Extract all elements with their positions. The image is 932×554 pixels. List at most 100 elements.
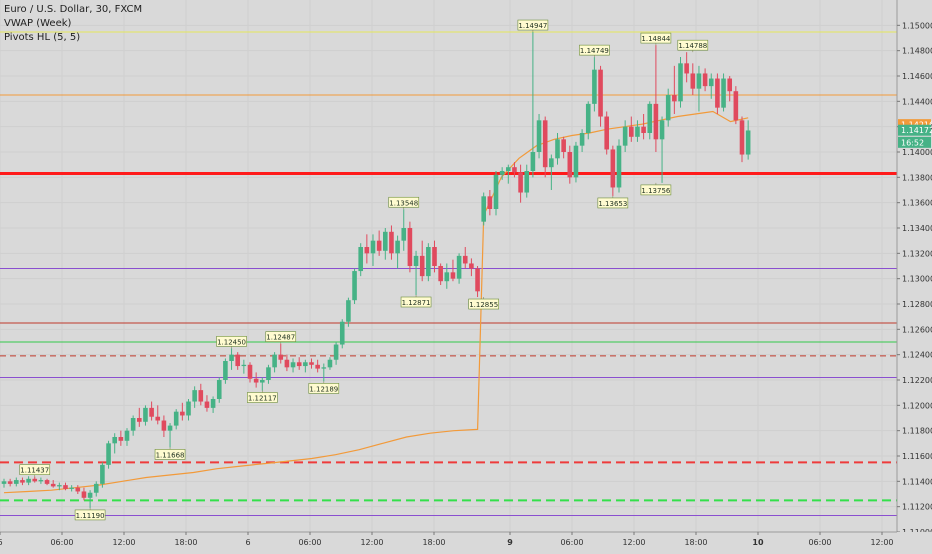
time-tick-label: 12:00 xyxy=(112,538,135,547)
candle xyxy=(376,230,382,256)
candle-body xyxy=(235,354,240,367)
candle-body xyxy=(100,464,105,484)
candle-body xyxy=(284,359,290,368)
candle-body xyxy=(690,73,696,89)
candle xyxy=(50,480,56,488)
candle xyxy=(106,440,111,469)
pivot-label: 1.14749 xyxy=(579,44,610,58)
candle xyxy=(112,433,117,454)
candle-body xyxy=(702,73,708,87)
candle-body xyxy=(579,133,585,146)
candle-body xyxy=(44,480,50,484)
candle-body xyxy=(346,300,351,322)
candle-body xyxy=(383,231,388,251)
time-tick-label: 6 xyxy=(0,538,3,547)
candle xyxy=(192,386,197,408)
candle-body xyxy=(493,174,499,209)
candle xyxy=(389,225,394,260)
candle xyxy=(598,65,603,127)
candle xyxy=(38,477,44,484)
candle-body xyxy=(456,255,462,279)
candle-body xyxy=(223,361,228,380)
candle xyxy=(161,415,167,437)
candle-body xyxy=(229,354,234,361)
pivot-label: 1.12189 xyxy=(308,381,340,394)
candle-body xyxy=(253,378,259,383)
pivot-label-box xyxy=(400,296,432,308)
candle xyxy=(1,478,7,488)
price-tick-label: 1.14600 xyxy=(902,72,932,81)
candle-body xyxy=(487,196,493,209)
candle xyxy=(672,65,677,114)
price-tick-label: 1.12000 xyxy=(902,401,932,410)
candle xyxy=(426,243,431,282)
time-tick-label: 10 xyxy=(752,538,764,547)
candle xyxy=(339,319,345,349)
candle xyxy=(401,209,407,251)
candle-body xyxy=(438,266,443,282)
candle xyxy=(518,164,523,203)
candle xyxy=(204,395,210,412)
candle-body xyxy=(462,255,468,264)
candle xyxy=(616,139,622,193)
candle-body xyxy=(303,362,308,367)
time-axis xyxy=(0,532,932,550)
pivot-label-text: 1.12871 xyxy=(402,299,431,307)
pivot-label-text: 1.12189 xyxy=(309,385,338,393)
candle-body xyxy=(352,271,357,301)
candle xyxy=(395,235,400,269)
price-tick-label: 1.11400 xyxy=(902,477,932,486)
pivot-label: 1.12450 xyxy=(216,336,247,349)
pivot-label: 1.13548 xyxy=(388,196,420,210)
pivot-label-box xyxy=(677,39,709,51)
candle xyxy=(321,363,327,382)
candle-body xyxy=(124,430,130,441)
candle xyxy=(592,57,597,112)
price-badge-bg xyxy=(898,136,931,148)
candle xyxy=(665,88,671,127)
candle-body xyxy=(616,145,622,188)
candle-body xyxy=(389,231,394,254)
pivot-label-text: 1.12117 xyxy=(248,395,277,403)
price-badge: 16:52 xyxy=(898,136,931,148)
price-tick-label: 1.14800 xyxy=(902,47,932,56)
candle-body xyxy=(530,152,536,171)
candle xyxy=(487,190,493,216)
candle xyxy=(352,268,357,304)
candle xyxy=(346,297,351,327)
candle xyxy=(253,372,259,388)
candle-body xyxy=(309,362,314,365)
candle xyxy=(708,73,714,99)
candle xyxy=(647,101,653,140)
candle-body xyxy=(296,362,302,367)
candle-body xyxy=(733,91,739,121)
candle-body xyxy=(333,344,339,360)
candle-body xyxy=(266,367,271,380)
candle-body xyxy=(370,240,376,254)
price-tick-label: 1.15000 xyxy=(902,21,932,30)
pivot-label-box xyxy=(388,196,420,208)
candle-body xyxy=(14,480,19,484)
price-tick-label: 1.13200 xyxy=(902,249,932,258)
candle xyxy=(26,476,31,486)
candle xyxy=(456,253,462,284)
symbol-title: Euro / U.S. Dollar, 30, FXCM xyxy=(4,4,143,15)
candle-body xyxy=(38,480,44,482)
candle-body xyxy=(684,63,689,74)
candle-body xyxy=(592,69,597,104)
pivot-label-box xyxy=(597,197,629,209)
time-tick-label: 18:00 xyxy=(684,538,707,547)
candle-body xyxy=(518,172,523,193)
pivot-label-text: 1.12487 xyxy=(266,334,295,342)
candle-body xyxy=(665,95,671,121)
candle-body xyxy=(198,390,204,402)
candle xyxy=(303,359,308,373)
candle xyxy=(432,240,437,273)
candle-body xyxy=(93,483,99,493)
pivot-label-box xyxy=(74,509,106,521)
candle-body xyxy=(149,407,154,417)
candle xyxy=(296,357,302,370)
candle xyxy=(124,428,130,446)
